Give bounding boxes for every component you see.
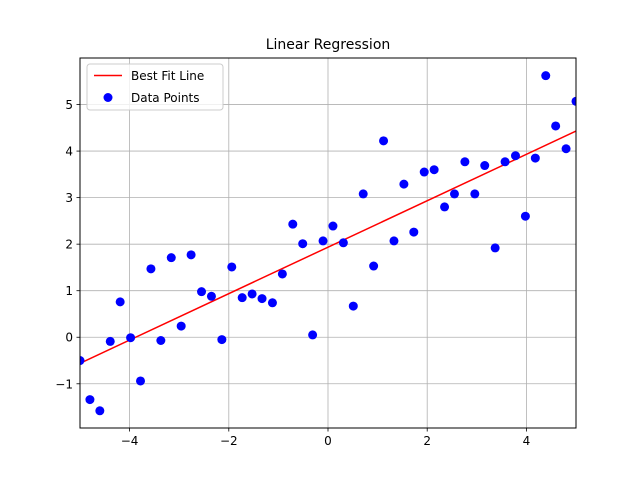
data-point: [530, 153, 540, 163]
data-point: [85, 395, 95, 405]
legend: Best Fit Line Data Points: [86, 63, 224, 111]
y-tick-label: −1: [55, 377, 73, 391]
data-point: [267, 298, 277, 308]
data-point: [247, 289, 257, 299]
data-point: [206, 291, 216, 301]
data-point: [440, 202, 450, 212]
data-point: [500, 157, 510, 167]
y-tick-label: 2: [65, 238, 73, 252]
data-point: [186, 250, 196, 260]
data-point: [470, 189, 480, 199]
best-fit-line-layer: [80, 130, 576, 364]
data-point: [348, 301, 358, 311]
x-tick-label: 4: [523, 434, 531, 448]
data-point: [449, 189, 459, 199]
data-point: [105, 336, 115, 346]
data-point: [197, 287, 207, 297]
data-point: [95, 406, 105, 416]
data-point: [257, 294, 267, 304]
data-point: [166, 253, 176, 263]
data-point: [80, 356, 85, 366]
data-point: [176, 321, 186, 331]
data-point: [369, 261, 379, 271]
data-point: [561, 144, 571, 154]
data-point: [277, 269, 287, 279]
legend-label-data-points: Data Points: [131, 91, 200, 105]
x-tick-label: −2: [220, 434, 238, 448]
y-tick-label: 4: [65, 145, 73, 159]
data-point: [520, 211, 530, 221]
x-tick-label: 0: [324, 434, 332, 448]
data-point: [146, 264, 156, 274]
y-tick-label: 1: [65, 284, 73, 298]
data-point: [541, 71, 551, 81]
data-point: [389, 236, 399, 246]
data-point: [126, 333, 136, 343]
data-point: [318, 236, 328, 246]
data-point: [409, 227, 419, 237]
data-points-layer: [80, 71, 576, 416]
data-point: [399, 179, 409, 189]
data-point: [419, 167, 429, 177]
x-tick-label: −4: [121, 434, 139, 448]
data-point: [328, 221, 338, 231]
data-point: [115, 297, 125, 307]
data-point: [490, 243, 500, 253]
data-point: [551, 121, 561, 131]
data-point: [571, 96, 576, 106]
data-point: [298, 239, 308, 249]
legend-point-swatch: [103, 93, 113, 102]
data-point: [217, 335, 227, 345]
data-point: [379, 136, 389, 146]
data-point: [510, 151, 520, 161]
data-point: [480, 161, 490, 171]
data-point: [308, 330, 318, 340]
y-tick-label: 5: [65, 98, 73, 112]
x-axis-ticks: −4 −2 0 2 4: [121, 428, 530, 448]
legend-label-best-fit-line: Best Fit Line: [131, 69, 204, 83]
data-point: [136, 376, 146, 386]
x-tick-label: 2: [423, 434, 431, 448]
data-point: [237, 293, 247, 303]
data-point: [358, 189, 368, 199]
y-tick-label: 0: [65, 331, 73, 345]
y-tick-label: 3: [65, 191, 73, 205]
grid: [80, 58, 576, 428]
chart-title: Linear Regression: [266, 37, 391, 53]
best-fit-line: [80, 130, 576, 364]
data-point: [429, 165, 439, 175]
data-point: [227, 262, 237, 272]
y-axis-ticks: −1 0 1 2 3 4 5: [55, 98, 80, 391]
data-point: [288, 219, 298, 229]
data-point: [460, 157, 470, 167]
data-point: [156, 336, 166, 346]
data-point: [338, 238, 348, 248]
